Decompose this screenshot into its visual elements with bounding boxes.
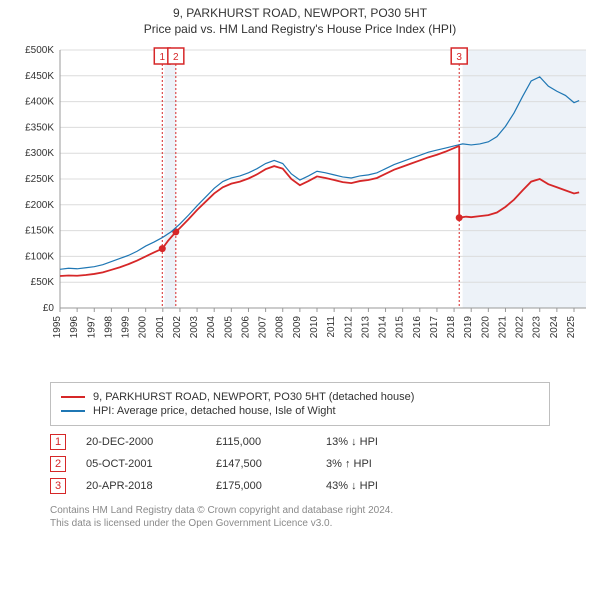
svg-text:1: 1 (160, 52, 166, 63)
footer: Contains HM Land Registry data © Crown c… (50, 504, 570, 530)
legend: 9, PARKHURST ROAD, NEWPORT, PO30 5HT (de… (50, 382, 550, 426)
svg-text:2023: 2023 (532, 316, 543, 339)
event-price: £115,000 (216, 436, 306, 448)
svg-text:2018: 2018 (446, 316, 457, 339)
legend-swatch-blue (61, 410, 85, 412)
svg-text:1999: 1999 (121, 316, 132, 339)
svg-text:2008: 2008 (275, 316, 286, 339)
svg-text:2011: 2011 (326, 316, 337, 338)
svg-text:2001: 2001 (155, 316, 166, 339)
footer-line2: This data is licensed under the Open Gov… (50, 517, 570, 530)
event-marker-3: 3 (50, 478, 66, 494)
svg-text:£100K: £100K (25, 251, 54, 262)
svg-text:2007: 2007 (258, 316, 269, 339)
event-price: £175,000 (216, 480, 306, 492)
legend-swatch-red (61, 396, 85, 398)
svg-text:£500K: £500K (25, 45, 54, 56)
event-row: 2 05-OCT-2001 £147,500 3% ↑ HPI (50, 456, 550, 472)
svg-text:£50K: £50K (31, 277, 55, 288)
event-date: 20-APR-2018 (86, 480, 196, 492)
event-row: 1 20-DEC-2000 £115,000 13% ↓ HPI (50, 434, 550, 450)
svg-text:2002: 2002 (172, 316, 183, 339)
svg-text:£300K: £300K (25, 148, 54, 159)
svg-text:2019: 2019 (463, 316, 474, 339)
event-delta: 43% ↓ HPI (326, 480, 436, 492)
svg-text:2012: 2012 (343, 316, 354, 339)
svg-text:2005: 2005 (223, 316, 234, 339)
svg-text:2015: 2015 (395, 316, 406, 339)
svg-text:2014: 2014 (378, 316, 389, 339)
event-marker-1: 1 (50, 434, 66, 450)
event-date: 05-OCT-2001 (86, 458, 196, 470)
event-date: 20-DEC-2000 (86, 436, 196, 448)
line-chart: £0 £50K £100K £150K £200K £250K £300K £350K £400… (10, 42, 590, 372)
svg-text:2024: 2024 (549, 316, 560, 339)
svg-text:3: 3 (456, 52, 462, 63)
svg-text:1997: 1997 (86, 316, 97, 339)
svg-text:£250K: £250K (25, 174, 54, 185)
event-marker-2: 2 (50, 456, 66, 472)
event-price: £147,500 (216, 458, 306, 470)
svg-text:2004: 2004 (206, 316, 217, 339)
svg-text:2010: 2010 (309, 316, 320, 339)
svg-text:2017: 2017 (429, 316, 440, 339)
event-delta: 3% ↑ HPI (326, 458, 436, 470)
chart-area: £0 £50K £100K £150K £200K £250K £300K £350K £400… (10, 42, 590, 372)
svg-text:£450K: £450K (25, 71, 54, 82)
legend-row-blue: HPI: Average price, detached house, Isle… (61, 405, 539, 417)
svg-text:2009: 2009 (292, 316, 303, 339)
chart-container: 9, PARKHURST ROAD, NEWPORT, PO30 5HT Pri… (0, 0, 600, 534)
events-table: 1 20-DEC-2000 £115,000 13% ↓ HPI 2 05-OC… (50, 434, 550, 494)
svg-text:2013: 2013 (360, 316, 371, 339)
svg-text:£350K: £350K (25, 122, 54, 133)
footer-line1: Contains HM Land Registry data © Crown c… (50, 504, 570, 517)
legend-label-blue: HPI: Average price, detached house, Isle… (93, 405, 336, 417)
svg-text:2020: 2020 (480, 316, 491, 339)
legend-row-red: 9, PARKHURST ROAD, NEWPORT, PO30 5HT (de… (61, 391, 539, 403)
svg-text:2021: 2021 (497, 316, 508, 339)
svg-text:1995: 1995 (52, 316, 63, 339)
title-line2: Price paid vs. HM Land Registry's House … (10, 22, 590, 36)
svg-text:2022: 2022 (515, 316, 526, 339)
svg-text:2000: 2000 (138, 316, 149, 339)
svg-text:2: 2 (173, 52, 179, 63)
svg-text:£0: £0 (43, 303, 55, 314)
event-delta: 13% ↓ HPI (326, 436, 436, 448)
svg-text:£150K: £150K (25, 226, 54, 237)
svg-text:2025: 2025 (566, 316, 577, 339)
svg-text:2006: 2006 (240, 316, 251, 339)
svg-text:2016: 2016 (412, 316, 423, 339)
svg-text:£200K: £200K (25, 200, 54, 211)
legend-label-red: 9, PARKHURST ROAD, NEWPORT, PO30 5HT (de… (93, 391, 414, 403)
svg-text:1996: 1996 (69, 316, 80, 339)
svg-text:1998: 1998 (103, 316, 114, 339)
title-line1: 9, PARKHURST ROAD, NEWPORT, PO30 5HT (10, 6, 590, 20)
svg-text:2003: 2003 (189, 316, 200, 339)
event-row: 3 20-APR-2018 £175,000 43% ↓ HPI (50, 478, 550, 494)
svg-text:£400K: £400K (25, 97, 54, 108)
